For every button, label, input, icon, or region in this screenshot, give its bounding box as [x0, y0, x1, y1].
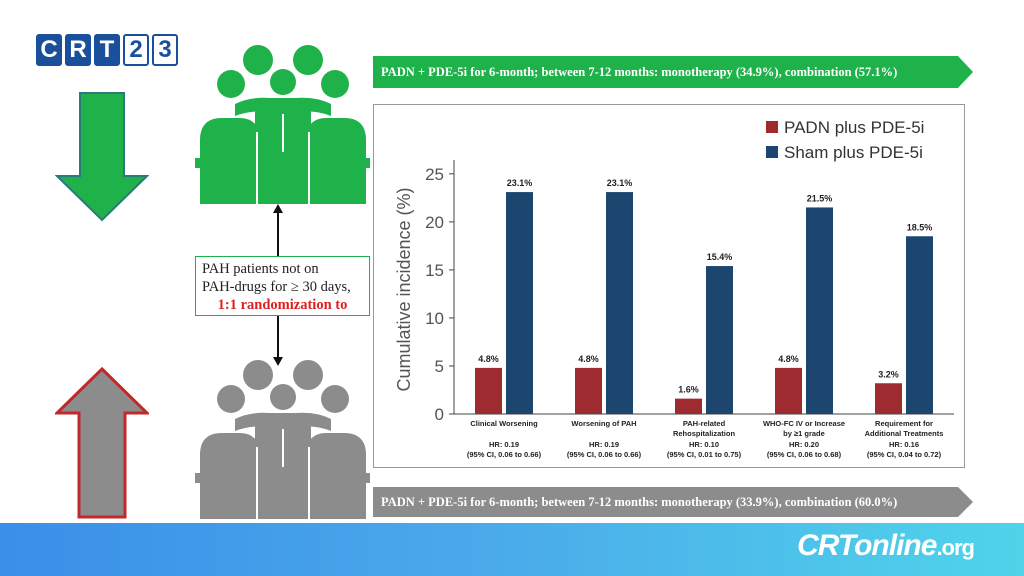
hazard-ratio-label: HR: 0.16	[889, 440, 919, 449]
sham-group-banner-text: PADN + PDE-5i for 6-month; between 7-12 …	[381, 494, 898, 509]
cumulative-incidence-chart: 0 5 10 15 20 25 Cumulative incidence (%) PADN p…	[373, 104, 965, 468]
y-tick-label: 20	[425, 213, 444, 232]
y-tick-label: 15	[425, 261, 444, 280]
info-line-2: PAH-drugs for ≥ 30 days,	[202, 279, 351, 295]
data-label: 1.6%	[678, 385, 699, 395]
data-label: 3.2%	[878, 369, 899, 379]
footer-bar: CRTonline.org	[0, 523, 1024, 576]
category-label: Clinical Worsening	[470, 419, 538, 428]
info-line-3: 1:1 randomization to	[217, 297, 348, 313]
logo-digit-2: 2	[123, 34, 149, 66]
data-label: 18.5%	[907, 222, 933, 232]
bar	[675, 398, 702, 414]
crtonline-logo: CRTonline.org	[797, 529, 975, 563]
category-label: PAH-related	[683, 419, 726, 428]
logo-digit-3: 3	[152, 34, 178, 66]
logo-letter-t: T	[94, 34, 120, 66]
hazard-ratio-label: HR: 0.10	[689, 440, 719, 449]
bar	[775, 367, 802, 414]
legend-swatch	[766, 146, 778, 158]
green-patient-group-icon	[195, 45, 370, 204]
data-label: 4.8%	[578, 354, 599, 364]
bar	[606, 192, 633, 414]
bar	[906, 236, 933, 414]
logo-letter-c: C	[36, 34, 62, 66]
crt23-logo: C R T 2 3	[36, 34, 178, 66]
category-label: by ≥1 grade	[783, 429, 825, 438]
green-down-arrow-icon	[55, 92, 149, 222]
data-label: 23.1%	[507, 178, 533, 188]
hazard-ratio-label: HR: 0.19	[589, 440, 619, 449]
bar	[506, 192, 533, 414]
gray-up-arrow-icon	[55, 367, 149, 519]
y-tick-label: 25	[425, 165, 444, 184]
bar	[706, 266, 733, 414]
y-tick-label: 5	[435, 357, 444, 376]
chart-svg: 0 5 10 15 20 25 Cumulative incidence (%) PADN p…	[394, 118, 954, 459]
category-label: Rehospitalization	[673, 429, 736, 438]
hazard-ratio-label: HR: 0.19	[489, 440, 519, 449]
gray-patient-group-icon	[195, 360, 370, 519]
category-label: WHO-FC IV or Increase	[763, 419, 845, 428]
legend-label: PADN plus PDE-5i	[784, 118, 924, 137]
category-label: Worsening of PAH	[571, 419, 636, 428]
data-label: 21.5%	[807, 193, 833, 203]
bar	[475, 367, 502, 414]
bar	[875, 383, 902, 414]
legend-label: Sham plus PDE-5i	[784, 143, 923, 162]
category-label: Requirement for	[875, 419, 933, 428]
bar	[806, 207, 833, 414]
legend-swatch	[766, 121, 778, 133]
padn-group-banner-text: PADN + PDE-5i for 6-month; between 7-12 …	[381, 64, 898, 79]
info-line-1: PAH patients not on	[202, 261, 319, 277]
data-label: 4.8%	[478, 354, 499, 364]
logo-letter-r: R	[65, 34, 91, 66]
hazard-ratio-label: HR: 0.20	[789, 440, 819, 449]
y-tick-label: 10	[425, 309, 444, 328]
data-label: 23.1%	[607, 178, 633, 188]
crtonline-logo-main: CRTonline	[797, 529, 937, 562]
confidence-interval-label: (95% CI, 0.06 to 0.66)	[467, 450, 542, 459]
crtonline-logo-suffix: .org	[936, 535, 975, 560]
confidence-interval-label: (95% CI, 0.06 to 0.68)	[767, 450, 842, 459]
confidence-interval-label: (95% CI, 0.06 to 0.66)	[567, 450, 642, 459]
bar	[575, 367, 602, 414]
y-axis-label: Cumulative incidence (%)	[394, 187, 414, 391]
y-tick-label: 0	[435, 405, 444, 424]
padn-group-banner: PADN + PDE-5i for 6-month; between 7-12 …	[373, 56, 973, 88]
category-label: Additional Treatments	[865, 429, 944, 438]
data-label: 4.8%	[778, 354, 799, 364]
confidence-interval-label: (95% CI, 0.01 to 0.75)	[667, 450, 742, 459]
sham-group-banner: PADN + PDE-5i for 6-month; between 7-12 …	[373, 487, 973, 517]
confidence-interval-label: (95% CI, 0.04 to 0.72)	[867, 450, 942, 459]
randomization-info-box: PAH patients not on PAH-drugs for ≥ 30 d…	[195, 256, 370, 316]
data-label: 15.4%	[707, 252, 733, 262]
